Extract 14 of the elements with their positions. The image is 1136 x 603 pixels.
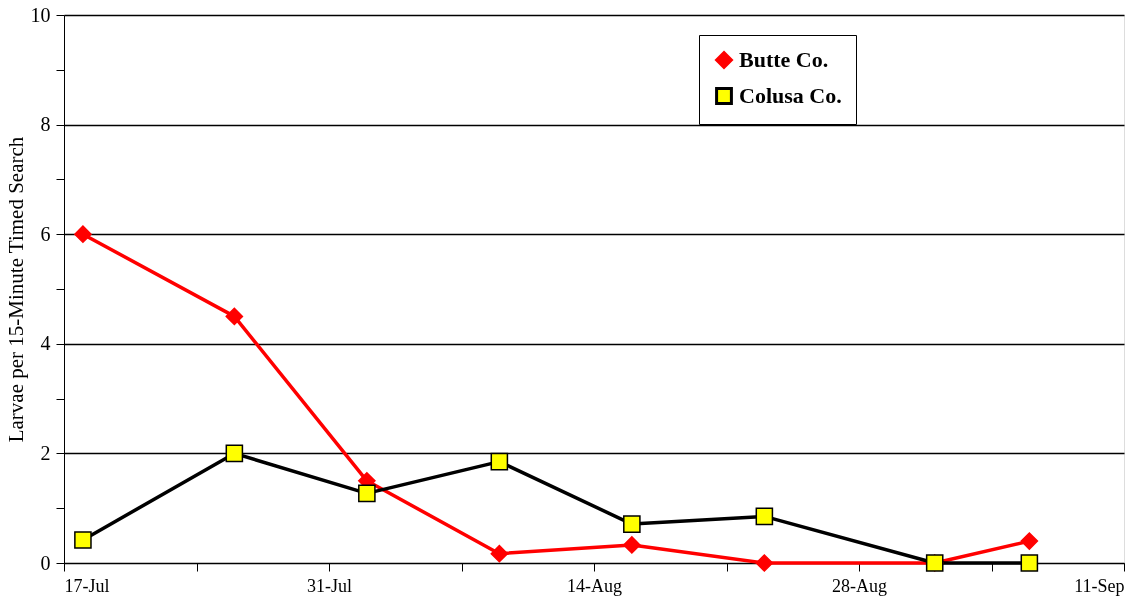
y-tick-label: 0 bbox=[40, 551, 51, 574]
x-tick-label: 17-Jul bbox=[64, 575, 110, 596]
y-tick-label: 10 bbox=[30, 3, 51, 26]
y-tick-label: 8 bbox=[40, 113, 51, 136]
x-tick-label: 11-Sep bbox=[1074, 575, 1125, 596]
y-tick-label: 4 bbox=[40, 332, 51, 355]
y-tick-label: 2 bbox=[40, 441, 51, 464]
legend-label: Butte Co. bbox=[739, 47, 829, 72]
legend-label: Colusa Co. bbox=[739, 83, 842, 108]
y-axis-title: Larvae per 15-Minute Timed Search bbox=[3, 136, 28, 443]
y-tick-label: 6 bbox=[40, 222, 51, 245]
x-tick-label: 28-Aug bbox=[832, 575, 887, 596]
x-tick-label: 31-Jul bbox=[307, 575, 352, 596]
x-tick-label: 14-Aug bbox=[567, 575, 622, 596]
